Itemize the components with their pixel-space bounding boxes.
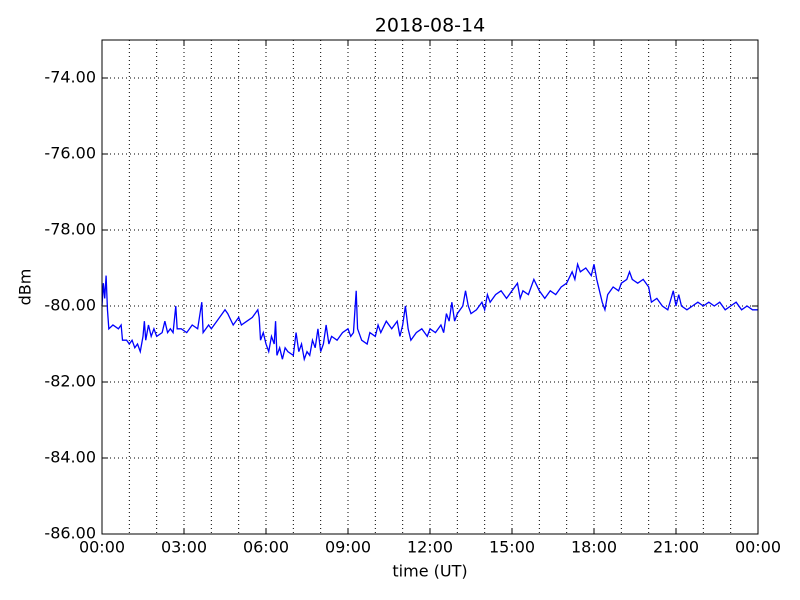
x-tick-label: 12:00 (407, 538, 453, 557)
data-line (101, 261, 758, 362)
plot-frame (101, 39, 759, 535)
x-tick-label: 18:00 (571, 538, 617, 557)
x-tick-label: 09:00 (325, 538, 371, 557)
x-axis-label: time (UT) (392, 562, 467, 581)
y-tick-label: -86.00 (44, 524, 96, 543)
y-tick-label: -84.00 (44, 448, 96, 467)
x-tick-label: 15:00 (489, 538, 535, 557)
y-tick-label: -80.00 (44, 296, 96, 315)
y-tick-label: -76.00 (44, 144, 96, 163)
x-tick-label: 00:00 (79, 538, 125, 557)
x-tick-label: 21:00 (653, 538, 699, 557)
y-tick-label: -82.00 (44, 372, 96, 391)
x-tick-label: 06:00 (243, 538, 289, 557)
y-tick-label: -74.00 (44, 68, 96, 87)
x-tick-label: 00:00 (735, 538, 781, 557)
chart-title: 2018-08-14 (375, 15, 485, 37)
x-tick-label: 03:00 (161, 538, 207, 557)
y-axis-label: dBm (16, 269, 35, 306)
y-tick-label: -78.00 (44, 220, 96, 239)
